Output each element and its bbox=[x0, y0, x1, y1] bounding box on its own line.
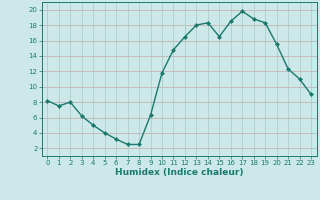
X-axis label: Humidex (Indice chaleur): Humidex (Indice chaleur) bbox=[115, 168, 244, 177]
